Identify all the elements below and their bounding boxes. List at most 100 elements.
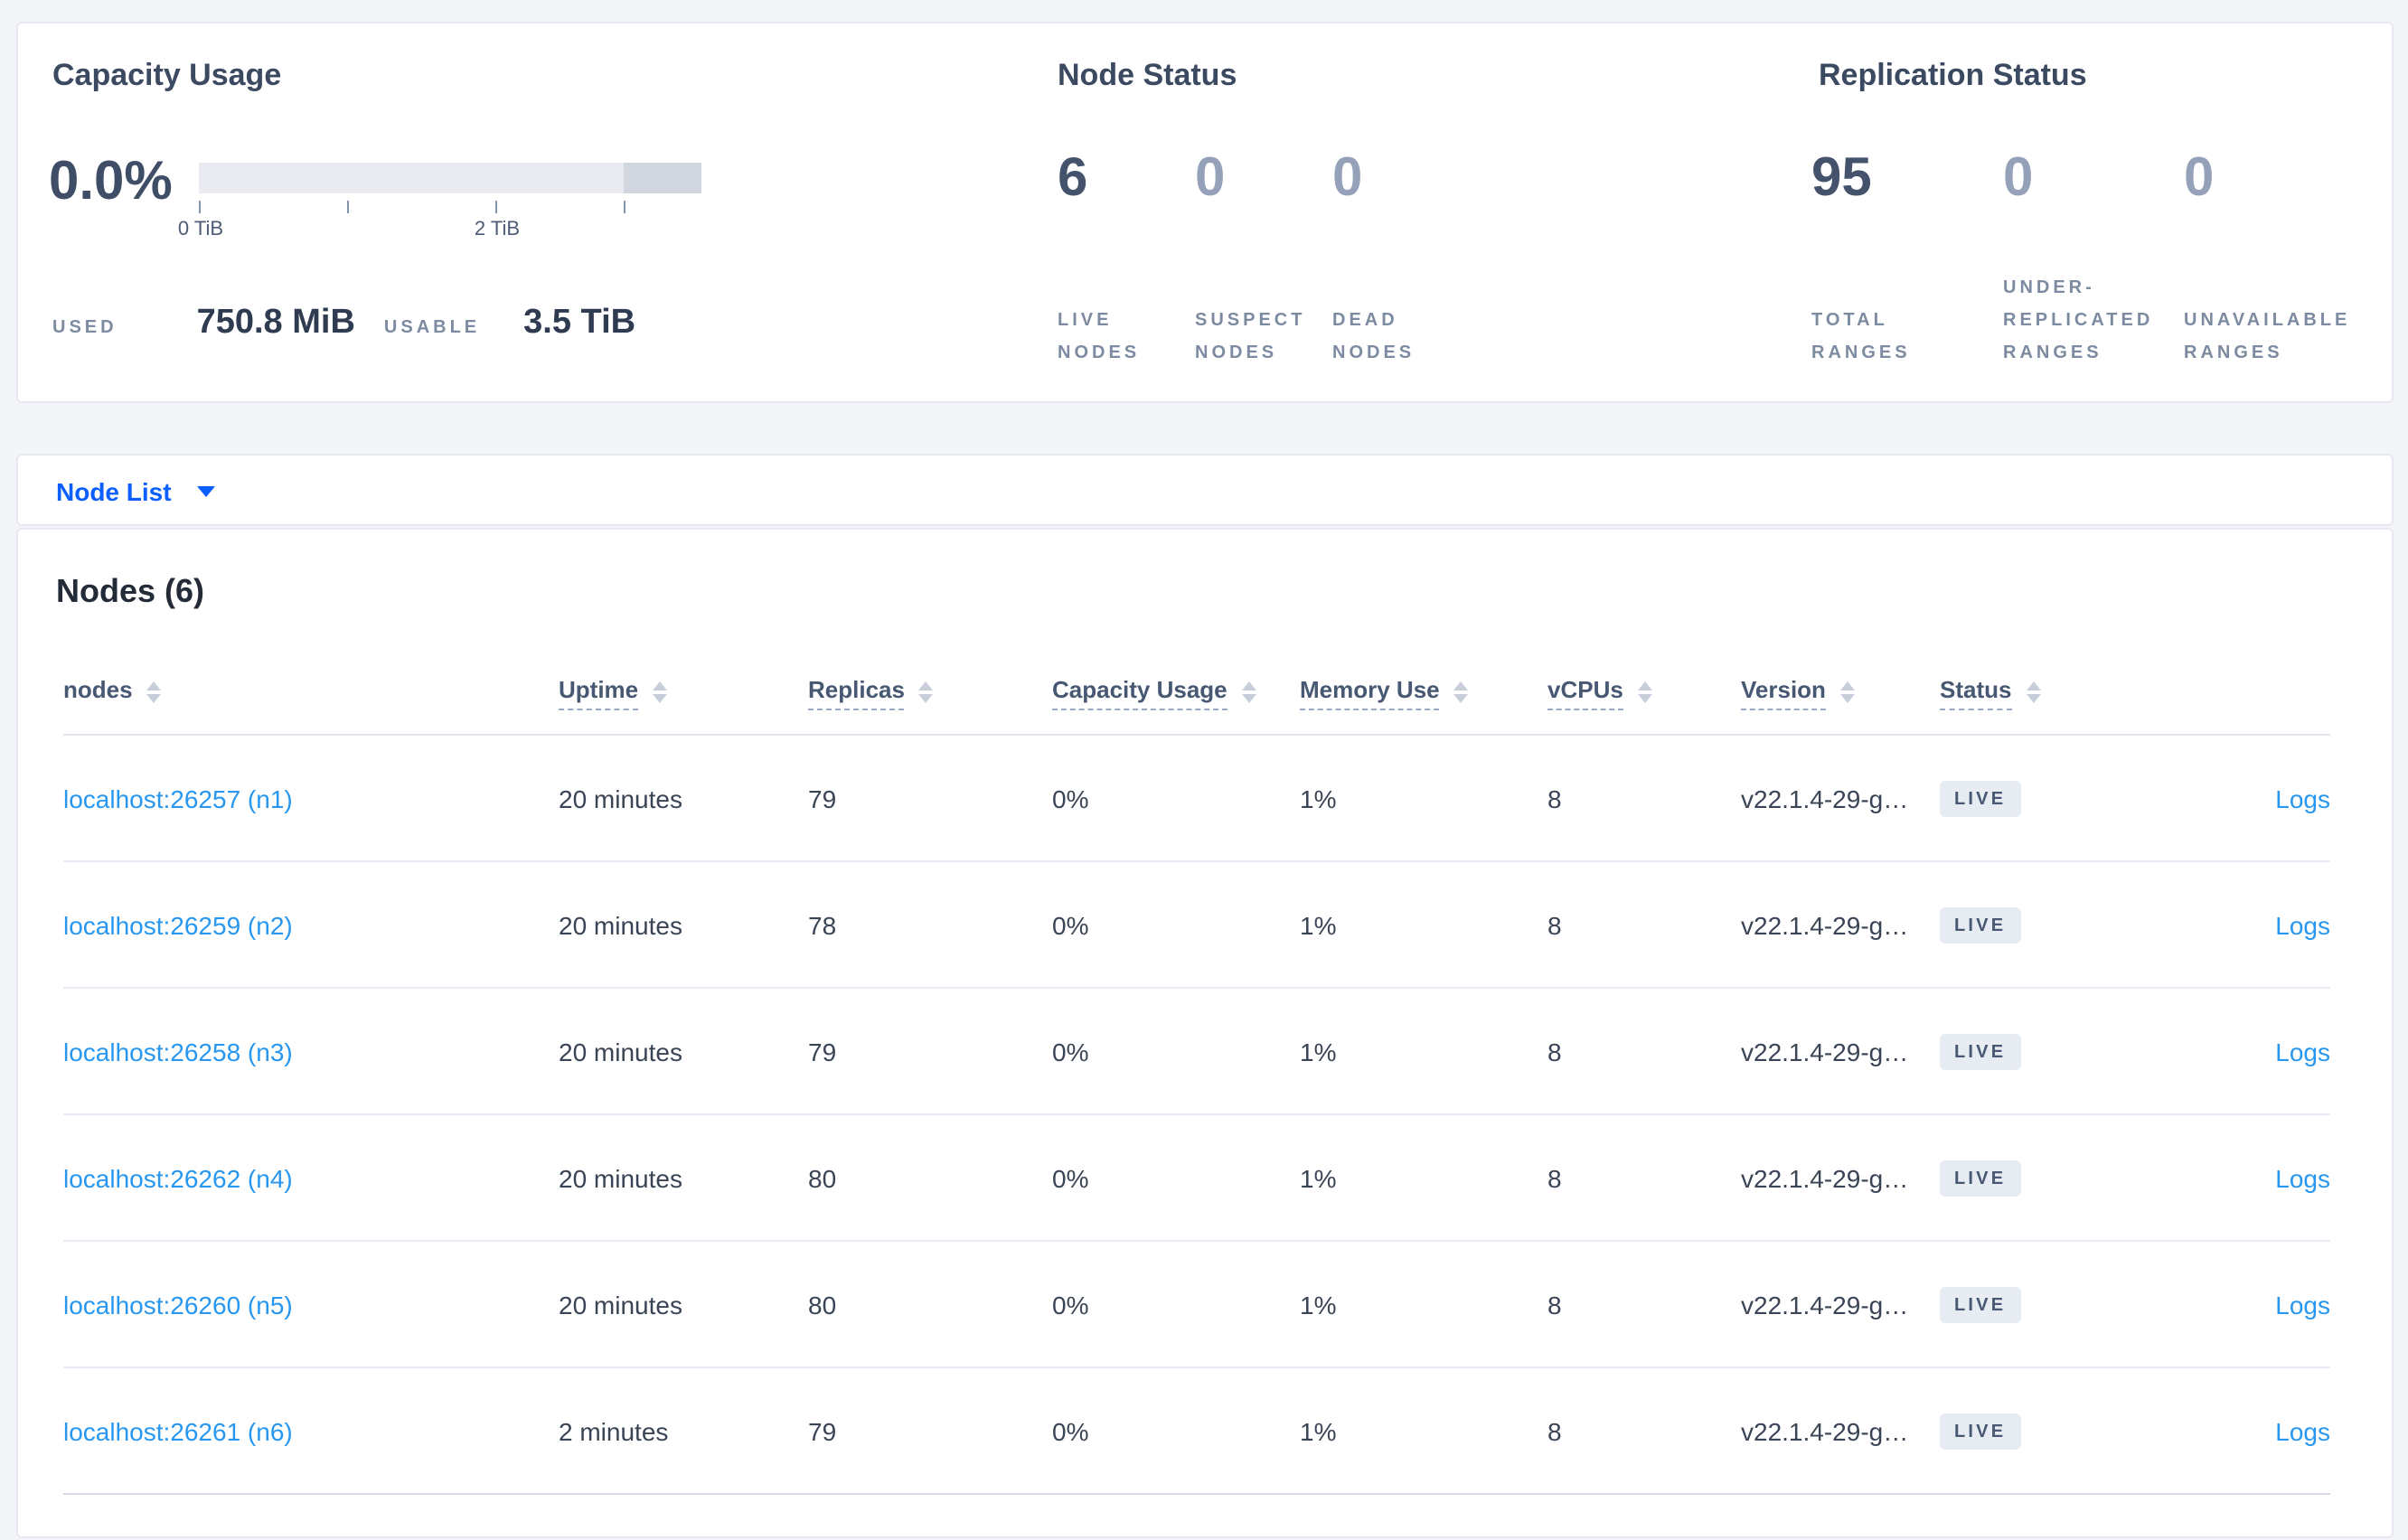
version-cell: v22.1.4-29-g…: [1741, 784, 1909, 812]
vcpus-cell: 8: [1547, 1416, 1562, 1445]
node-link[interactable]: localhost:26259 (n2): [63, 910, 293, 939]
under-replicated-ranges-label: UNDER-REPLICATED RANGES: [2003, 278, 2154, 363]
uptime-cell: 20 minutes: [559, 1163, 682, 1192]
header-replicas[interactable]: Replicas: [808, 676, 1052, 710]
sort-icon: [1839, 681, 1855, 702]
node-link[interactable]: localhost:26260 (n5): [63, 1290, 293, 1319]
capacity-axis-tick: [199, 201, 201, 213]
capacity-axis-tick: [624, 201, 626, 213]
memory-cell: 1%: [1300, 1163, 1337, 1192]
status-badge: LIVE: [1940, 780, 2021, 816]
dead-nodes-label: DEAD NODES: [1332, 311, 1416, 363]
header-capacity-usage[interactable]: Capacity Usage: [1052, 676, 1300, 710]
sort-icon: [1241, 681, 1256, 702]
logs-link[interactable]: Logs: [2275, 1290, 2330, 1319]
version-cell: v22.1.4-29-g…: [1741, 1163, 1909, 1192]
capacity-cell: 0%: [1052, 910, 1089, 939]
capacity-cell: 0%: [1052, 1037, 1089, 1066]
suspect-nodes-stat: 0 SUSPECT NODES: [1195, 150, 1332, 371]
node-link[interactable]: localhost:26262 (n4): [63, 1163, 293, 1192]
header-capacity-usage-label: Capacity Usage: [1052, 676, 1228, 710]
header-uptime-label: Uptime: [559, 676, 639, 710]
capacity-cell: 0%: [1052, 784, 1089, 812]
table-row: localhost:26262 (n4) 20 minutes 80 0% 1%…: [63, 1115, 2330, 1242]
capacity-bar-reserved-segment: [624, 163, 701, 193]
header-uptime[interactable]: Uptime: [559, 676, 808, 710]
header-memory-use[interactable]: Memory Use: [1300, 676, 1547, 710]
under-replicated-ranges-stat: 0 UNDER-REPLICATED RANGES: [2003, 150, 2184, 371]
uptime-cell: 2 minutes: [559, 1416, 669, 1445]
header-status-label: Status: [1940, 676, 2012, 710]
replicas-cell: 80: [808, 1163, 837, 1192]
dead-nodes-count: 0: [1332, 148, 1363, 208]
logs-link[interactable]: Logs: [2275, 1416, 2330, 1445]
header-version[interactable]: Version: [1741, 676, 1940, 710]
sort-icon: [918, 681, 934, 702]
logs-link[interactable]: Logs: [2275, 784, 2330, 812]
unavailable-ranges-label: UNAVAILABLE RANGES: [2184, 311, 2351, 363]
logs-link[interactable]: Logs: [2275, 1037, 2330, 1066]
version-cell: v22.1.4-29-g…: [1741, 1037, 1909, 1066]
sort-icon: [653, 681, 668, 702]
node-link[interactable]: localhost:26261 (n6): [63, 1416, 293, 1445]
node-list-dropdown[interactable]: Node List: [56, 455, 215, 528]
memory-cell: 1%: [1300, 1416, 1337, 1445]
table-row: localhost:26261 (n6) 2 minutes 79 0% 1% …: [63, 1368, 2330, 1495]
header-nodes[interactable]: nodes: [63, 676, 559, 710]
uptime-cell: 20 minutes: [559, 1037, 682, 1066]
live-nodes-label: LIVE NODES: [1058, 311, 1141, 363]
table-row: localhost:26258 (n3) 20 minutes 79 0% 1%…: [63, 989, 2330, 1115]
uptime-cell: 20 minutes: [559, 784, 682, 812]
vcpus-cell: 8: [1547, 1163, 1562, 1192]
live-nodes-stat: 6 LIVE NODES: [1058, 150, 1195, 371]
vcpus-cell: 8: [1547, 784, 1562, 812]
sort-icon: [1637, 681, 1652, 702]
memory-cell: 1%: [1300, 1290, 1337, 1319]
header-replicas-label: Replicas: [808, 676, 905, 710]
replication-status-title: Replication Status: [1819, 58, 2087, 92]
uptime-cell: 20 minutes: [559, 1290, 682, 1319]
status-badge: LIVE: [1940, 1033, 2021, 1069]
dead-nodes-stat: 0 DEAD NODES: [1332, 150, 1470, 371]
replication-status-stats: 95 TOTAL RANGES 0 UNDER-REPLICATED RANGE…: [1811, 150, 2397, 371]
nodes-card: Nodes (6) nodes Uptime Replicas Capacity…: [16, 528, 2394, 1538]
capacity-axis-tick: [347, 201, 349, 213]
replicas-cell: 78: [808, 910, 837, 939]
unavailable-ranges-stat: 0 UNAVAILABLE RANGES: [2184, 150, 2397, 371]
under-replicated-ranges-count: 0: [2003, 148, 2034, 208]
status-badge: LIVE: [1940, 1160, 2021, 1196]
capacity-used-row: USED 750.8 MiB USABLE 3.5 TiB: [52, 304, 635, 343]
vcpus-cell: 8: [1547, 1037, 1562, 1066]
memory-cell: 1%: [1300, 910, 1337, 939]
usable-label: USABLE: [383, 318, 481, 338]
header-status[interactable]: Status: [1940, 676, 2121, 710]
version-cell: v22.1.4-29-g…: [1741, 1416, 1909, 1445]
node-link[interactable]: localhost:26258 (n3): [63, 1037, 293, 1066]
header-vcpus-label: vCPUs: [1547, 676, 1623, 710]
node-link[interactable]: localhost:26257 (n1): [63, 784, 293, 812]
suspect-nodes-count: 0: [1195, 148, 1226, 208]
capacity-axis-tick: [495, 201, 497, 213]
capacity-percent: 0.0%: [49, 152, 173, 211]
logs-link[interactable]: Logs: [2275, 910, 2330, 939]
summary-card: Capacity Usage 0.0% 0 TiB 2 TiB USED 750…: [16, 22, 2394, 403]
logs-link[interactable]: Logs: [2275, 1163, 2330, 1192]
sort-icon: [146, 681, 162, 702]
header-nodes-label: nodes: [63, 676, 133, 703]
header-vcpus[interactable]: vCPUs: [1547, 676, 1741, 710]
table-row: localhost:26260 (n5) 20 minutes 80 0% 1%…: [63, 1242, 2330, 1368]
used-value: 750.8 MiB: [196, 304, 355, 342]
status-badge: LIVE: [1940, 1413, 2021, 1449]
status-badge: LIVE: [1940, 906, 2021, 943]
suspect-nodes-label: SUSPECT NODES: [1195, 311, 1306, 363]
capacity-cell: 0%: [1052, 1416, 1089, 1445]
version-cell: v22.1.4-29-g…: [1741, 1290, 1909, 1319]
memory-cell: 1%: [1300, 1037, 1337, 1066]
capacity-cell: 0%: [1052, 1163, 1089, 1192]
used-label: USED: [52, 318, 118, 338]
vcpus-cell: 8: [1547, 1290, 1562, 1319]
replicas-cell: 79: [808, 1037, 837, 1066]
usable-value: 3.5 TiB: [523, 304, 636, 342]
total-ranges-stat: 95 TOTAL RANGES: [1811, 150, 2003, 371]
